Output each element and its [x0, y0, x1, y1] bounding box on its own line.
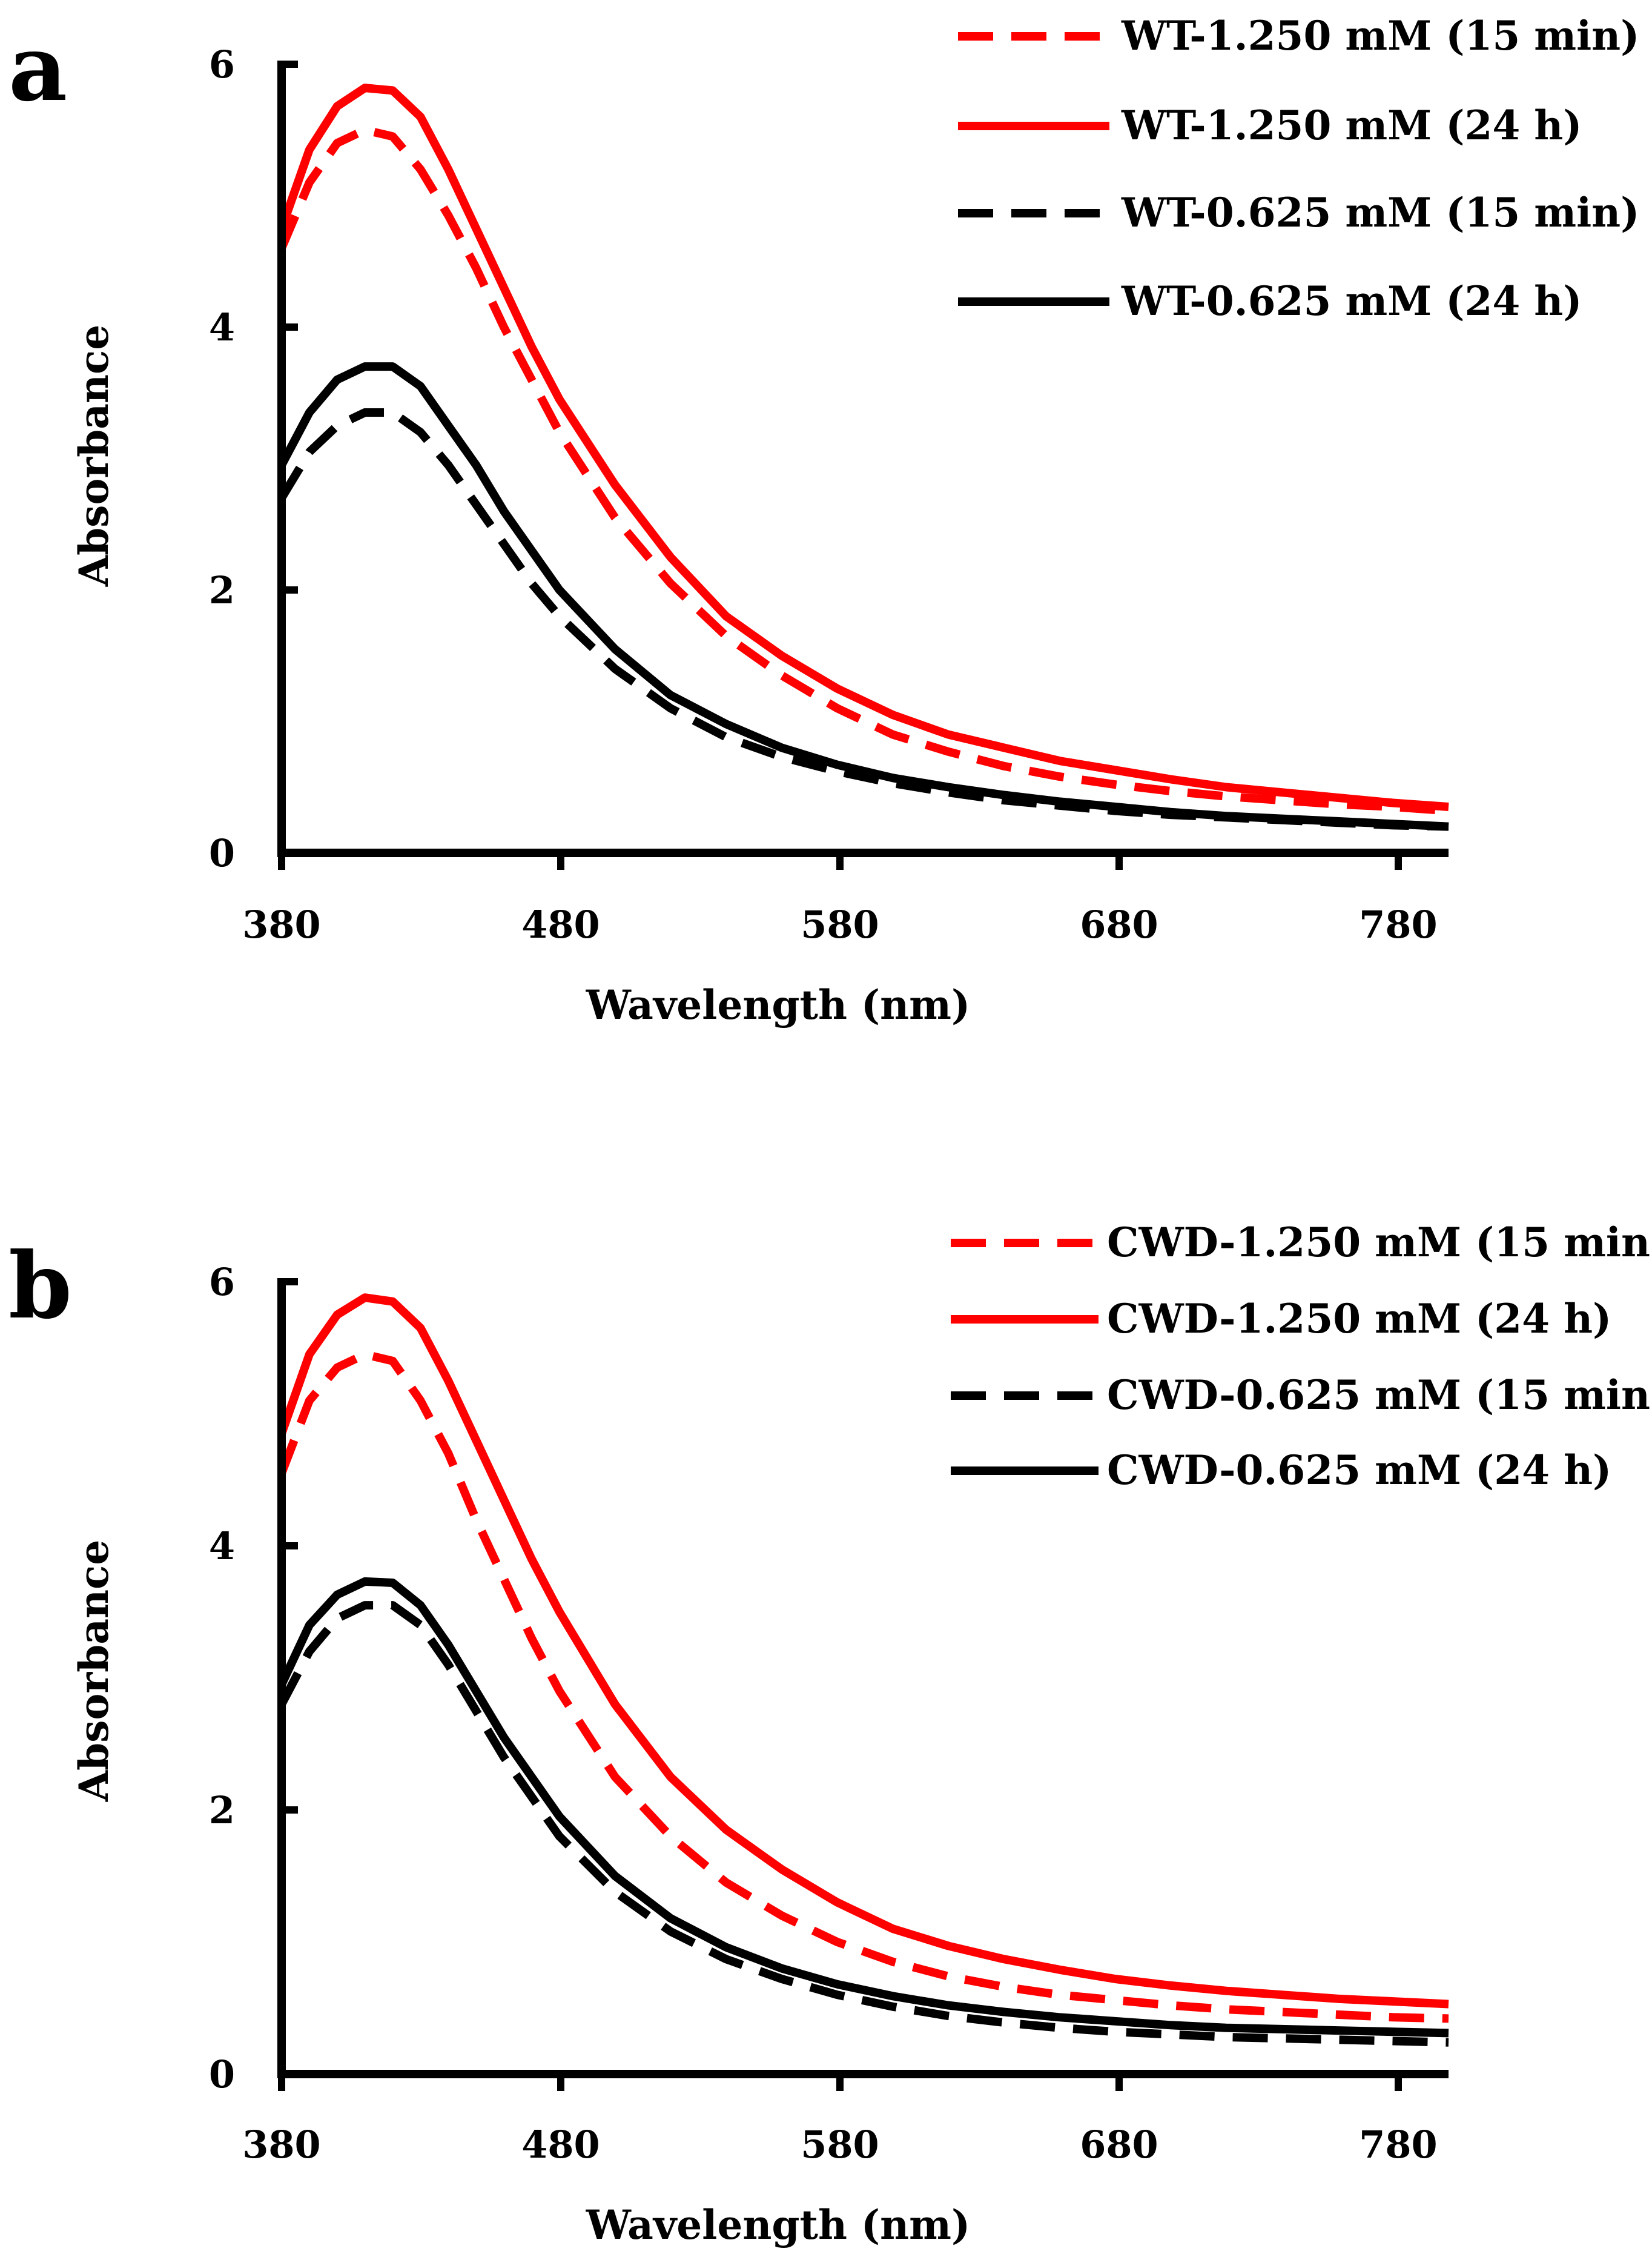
panel-b-curves	[277, 1293, 1449, 2047]
panel-b-x-axis-title: Wavelength (nm)	[586, 2201, 970, 2248]
panel-b-ytick-label: 2	[209, 1788, 235, 1832]
panel-b: b 0 2 4 6 380 480 580	[8, 1219, 1652, 2248]
panel-a: a 0 2 4 6 380 480 580	[8, 12, 1639, 1029]
panel-b-ytick-label: 6	[209, 1260, 235, 1304]
panel-a-y-axis-title: Absorbance	[70, 325, 117, 587]
panel-b-xtick-label: 380	[242, 2122, 320, 2167]
panel-a-xtick-label: 380	[242, 903, 320, 947]
panel-b-letter: b	[8, 1233, 72, 1339]
panel-a-xtick-label: 780	[1359, 903, 1437, 947]
panel-b-series-4-line	[277, 1577, 1449, 2038]
panel-a-ytick-label: 2	[209, 568, 235, 612]
panel-a-xtick-label: 580	[801, 903, 879, 947]
panel-b-legend-label: CWD-0.625 mM (24 h)	[1107, 1446, 1611, 1494]
panel-a-x-axis-title: Wavelength (nm)	[586, 981, 970, 1029]
panel-b-legend-label: CWD-0.625 mM (15 min)	[1107, 1371, 1652, 1419]
panel-a-xtick-label: 680	[1080, 903, 1158, 947]
panel-a-series-4-line	[277, 362, 1449, 831]
panel-a-ytick-label: 6	[209, 42, 235, 87]
panel-b-series-3-line	[277, 1601, 1449, 2047]
panel-a-legend-label: WT-1.250 mM (24 h)	[1121, 102, 1582, 149]
panel-a-legend-label: WT-0.625 mM (15 min)	[1121, 189, 1639, 236]
panel-a-legend-label: WT-0.625 mM (24 h)	[1121, 277, 1582, 325]
panel-a-legend-label: WT-1.250 mM (15 min)	[1121, 12, 1639, 59]
panel-a-series-3-line	[278, 408, 1449, 831]
panel-b-ytick-label: 4	[209, 1524, 235, 1568]
panel-b-xtick-label: 480	[521, 2122, 600, 2167]
panel-b-xtick-label: 580	[801, 2122, 879, 2167]
panel-b-series-1-line	[277, 1350, 1449, 2023]
panel-b-y-axis-title: Absorbance	[70, 1540, 117, 1802]
panel-b-legend-label: CWD-1.250 mM (15 min)	[1107, 1219, 1652, 1266]
panel-b-ytick-label: 0	[209, 2052, 235, 2096]
panel-b-xtick-label: 780	[1359, 2122, 1437, 2167]
panel-a-xtick-label: 480	[521, 903, 600, 947]
panel-a-series-2-line	[277, 84, 1449, 811]
panel-b-legend: CWD-1.250 mM (15 min) CWD-1.250 mM (24 h…	[951, 1219, 1652, 1494]
panel-a-series-1-line	[277, 125, 1449, 815]
panel-a-x-ticks: 380 480 580 680 780	[242, 853, 1438, 947]
panel-b-legend-label: CWD-1.250 mM (24 h)	[1107, 1295, 1611, 1342]
panel-a-ytick-label: 0	[209, 831, 235, 875]
panel-a-legend: WT-1.250 mM (15 min) WT-1.250 mM (24 h) …	[958, 12, 1639, 325]
panel-b-series-2-line	[277, 1293, 1449, 2009]
panel-b-x-ticks: 380 480 580 680 780	[242, 2074, 1438, 2167]
panel-a-ytick-label: 4	[209, 305, 235, 350]
panel-b-y-ticks: 0 2 4 6	[209, 1260, 298, 2096]
panel-a-letter: a	[8, 15, 67, 122]
panel-b-xtick-label: 680	[1080, 2122, 1158, 2167]
panel-a-curves	[277, 84, 1449, 831]
